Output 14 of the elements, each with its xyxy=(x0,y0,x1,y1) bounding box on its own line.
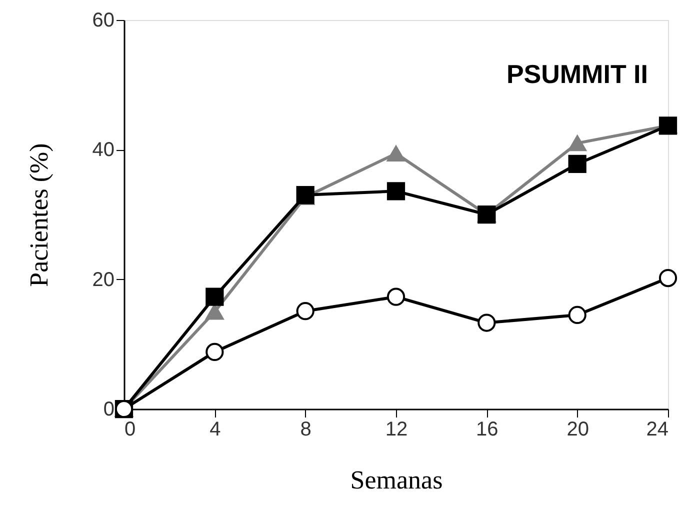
x-tick-label: 24 xyxy=(646,418,668,440)
x-tick-label: 8 xyxy=(300,418,312,440)
y-tick-label: 40 xyxy=(92,139,114,162)
y-axis-title: Pacientes (%) xyxy=(24,143,54,287)
y-tick-label: 20 xyxy=(92,268,114,291)
x-tick-label: 12 xyxy=(385,418,408,440)
x-tick-label: 0 xyxy=(124,418,136,440)
x-tick-label: 4 xyxy=(210,418,221,440)
y-tick-label: 60 xyxy=(92,10,114,32)
y-tick-label: 0 xyxy=(103,398,114,420)
x-tick-label: 16 xyxy=(476,418,498,440)
x-tick-label: 20 xyxy=(566,418,589,440)
x-axis-title: Semanas xyxy=(350,466,443,494)
annotation: PSUMMIT II xyxy=(506,59,648,89)
